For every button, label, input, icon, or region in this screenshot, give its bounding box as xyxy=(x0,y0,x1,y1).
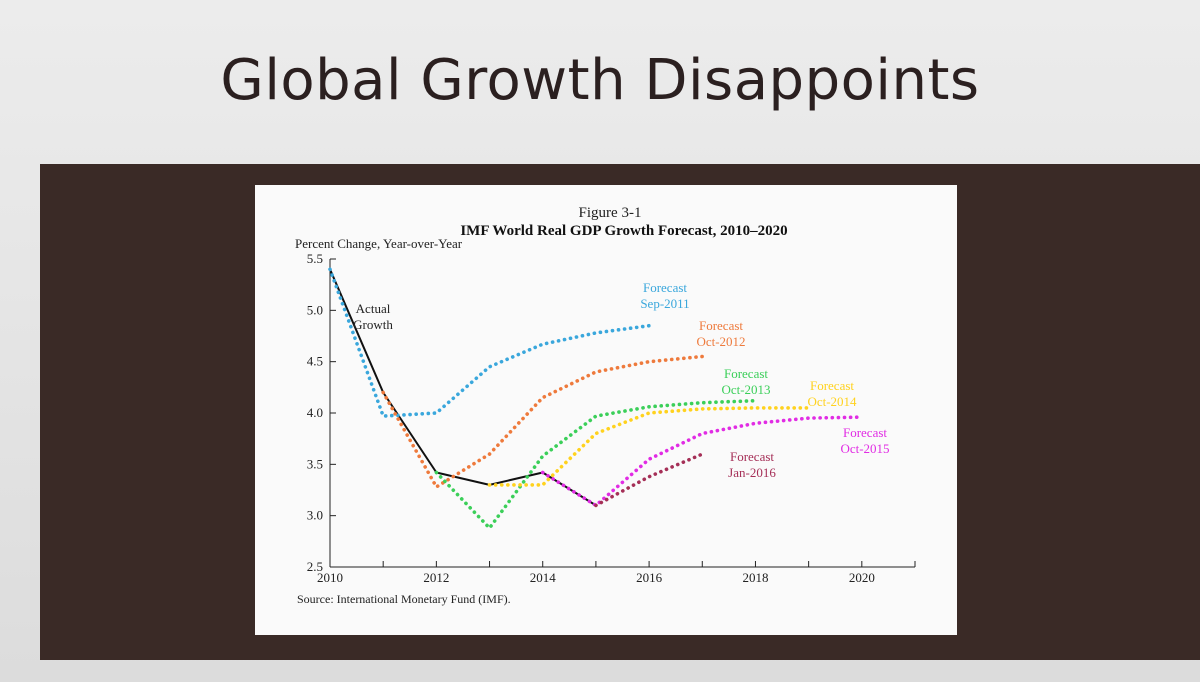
series-label-forecast-oct-2012: Oct-2012 xyxy=(696,334,745,349)
series-line-forecast-oct-2012 xyxy=(381,354,705,489)
series-line-forecast-oct-2015 xyxy=(540,415,864,508)
y-tick-label: 2.5 xyxy=(307,559,323,574)
series-label-forecast-oct-2014: Forecast xyxy=(810,378,854,393)
source-note: Source: International Monetary Fund (IMF… xyxy=(297,592,511,606)
series-label-forecast-oct-2015: Forecast xyxy=(843,425,887,440)
x-tick-label: 2018 xyxy=(742,570,768,585)
x-tick-label: 2010 xyxy=(317,570,343,585)
series-label-forecast-oct-2015: Oct-2015 xyxy=(840,441,889,456)
series-label-forecast-oct-2013: Oct-2013 xyxy=(721,382,770,397)
series-label-actual-growth: Actual xyxy=(356,301,391,316)
y-tick-label: 5.0 xyxy=(307,302,323,317)
y-tick-label: 4.5 xyxy=(307,354,323,369)
chart-title: IMF World Real GDP Growth Forecast, 2010… xyxy=(460,223,787,239)
y-axis-label: Percent Change, Year-over-Year xyxy=(295,236,463,251)
chart-card: Figure 3-1 IMF World Real GDP Growth For… xyxy=(255,185,957,635)
figure-label: Figure 3-1 xyxy=(579,205,642,221)
series-line-forecast-oct-2013 xyxy=(434,398,758,530)
slide-title: Global Growth Disappoints xyxy=(220,48,980,113)
series-line-forecast-jan-2016 xyxy=(594,452,705,508)
series-line-forecast-sep-2011 xyxy=(328,267,651,418)
x-tick-label: 2016 xyxy=(636,570,663,585)
y-tick-label: 5.5 xyxy=(307,251,323,266)
series-label-forecast-oct-2014: Oct-2014 xyxy=(807,394,857,409)
x-tick-label: 2014 xyxy=(530,570,557,585)
series-label-actual-growth: Growth xyxy=(353,317,393,332)
series-label-forecast-oct-2012: Forecast xyxy=(699,318,743,333)
series-label-forecast-jan-2016: Forecast xyxy=(730,449,774,464)
y-tick-label: 4.0 xyxy=(307,405,323,420)
y-tick-label: 3.5 xyxy=(307,456,323,471)
series-label-forecast-jan-2016: Jan-2016 xyxy=(728,465,776,480)
x-tick-label: 2020 xyxy=(849,570,875,585)
series-label-forecast-sep-2011: Forecast xyxy=(643,280,687,295)
series-line-forecast-oct-2014 xyxy=(487,406,811,487)
gdp-forecast-chart: Figure 3-1 IMF World Real GDP Growth For… xyxy=(295,205,916,606)
y-tick-label: 3.0 xyxy=(307,508,323,523)
x-tick-label: 2012 xyxy=(423,570,449,585)
series-label-forecast-oct-2013: Forecast xyxy=(724,366,768,381)
series-label-forecast-sep-2011: Sep-2011 xyxy=(640,296,689,311)
